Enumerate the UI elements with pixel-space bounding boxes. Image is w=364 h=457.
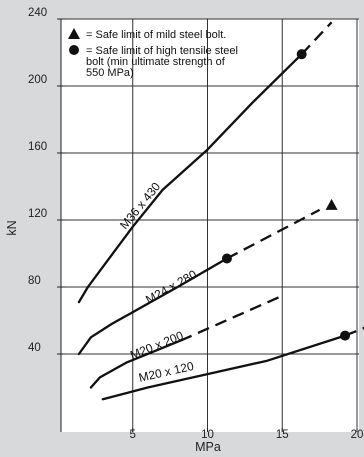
legend-high-tensile-text-line-1: = Safe limit of high tensile steel xyxy=(86,45,238,57)
y-tick-label-240: 240 xyxy=(28,7,47,19)
y-tick-label-80: 80 xyxy=(28,275,41,287)
series-m20-x-200 xyxy=(89,296,280,389)
series-m24-x-280-dashed-line xyxy=(226,208,321,260)
x-tick-label-15: 15 xyxy=(276,429,289,441)
series-m24-x-280-solid-line xyxy=(77,257,229,356)
series-m24-x-280-mild-steel-marker xyxy=(325,198,338,210)
x-axis-label: MPa xyxy=(195,440,221,454)
series-m20-x-120 xyxy=(101,326,364,401)
series-m20-x-120-solid-line xyxy=(101,334,347,401)
series-m36-x-430 xyxy=(77,21,333,304)
legend-circle-icon xyxy=(69,45,79,55)
legend: = Safe limit of mild steel bolt. = Safe l… xyxy=(68,28,238,79)
y-tick-label-200: 200 xyxy=(28,74,47,86)
series-m24-x-280-high-tensile-marker xyxy=(221,253,232,264)
y-tick-label-160: 160 xyxy=(28,141,47,153)
series-m36-x-430-solid-line xyxy=(77,53,303,304)
y-tick-label-40: 40 xyxy=(28,342,41,354)
y-tick-label-120: 120 xyxy=(28,208,47,220)
series-m36-x-430-high-tensile-marker xyxy=(296,49,307,60)
x-tick-label-5: 5 xyxy=(130,429,136,441)
x-tick-label-20: 20 xyxy=(351,429,364,441)
legend-triangle-icon xyxy=(68,28,80,39)
plot-background xyxy=(61,19,359,432)
series-group xyxy=(77,21,364,401)
legend-high-tensile-text-line-3: 550 MPa) xyxy=(86,67,134,79)
legend-high-tensile-text-line-2: bolt (min ultimate strength of xyxy=(86,56,226,68)
legend-mild-steel-text: = Safe limit of mild steel bolt. xyxy=(86,29,226,41)
grid xyxy=(61,18,359,432)
series-m36-x-430-dashed-line xyxy=(300,21,333,55)
series-m20-x-120-high-tensile-marker xyxy=(340,330,351,341)
series-m24-x-280 xyxy=(77,198,338,356)
series-m20-x-200-solid-line xyxy=(89,339,182,389)
y-axis-label: kN xyxy=(5,220,19,235)
x-tick-label-10: 10 xyxy=(201,429,214,441)
axes: 40 80 120 160 200 240 5 10 15 20 xyxy=(28,7,363,441)
